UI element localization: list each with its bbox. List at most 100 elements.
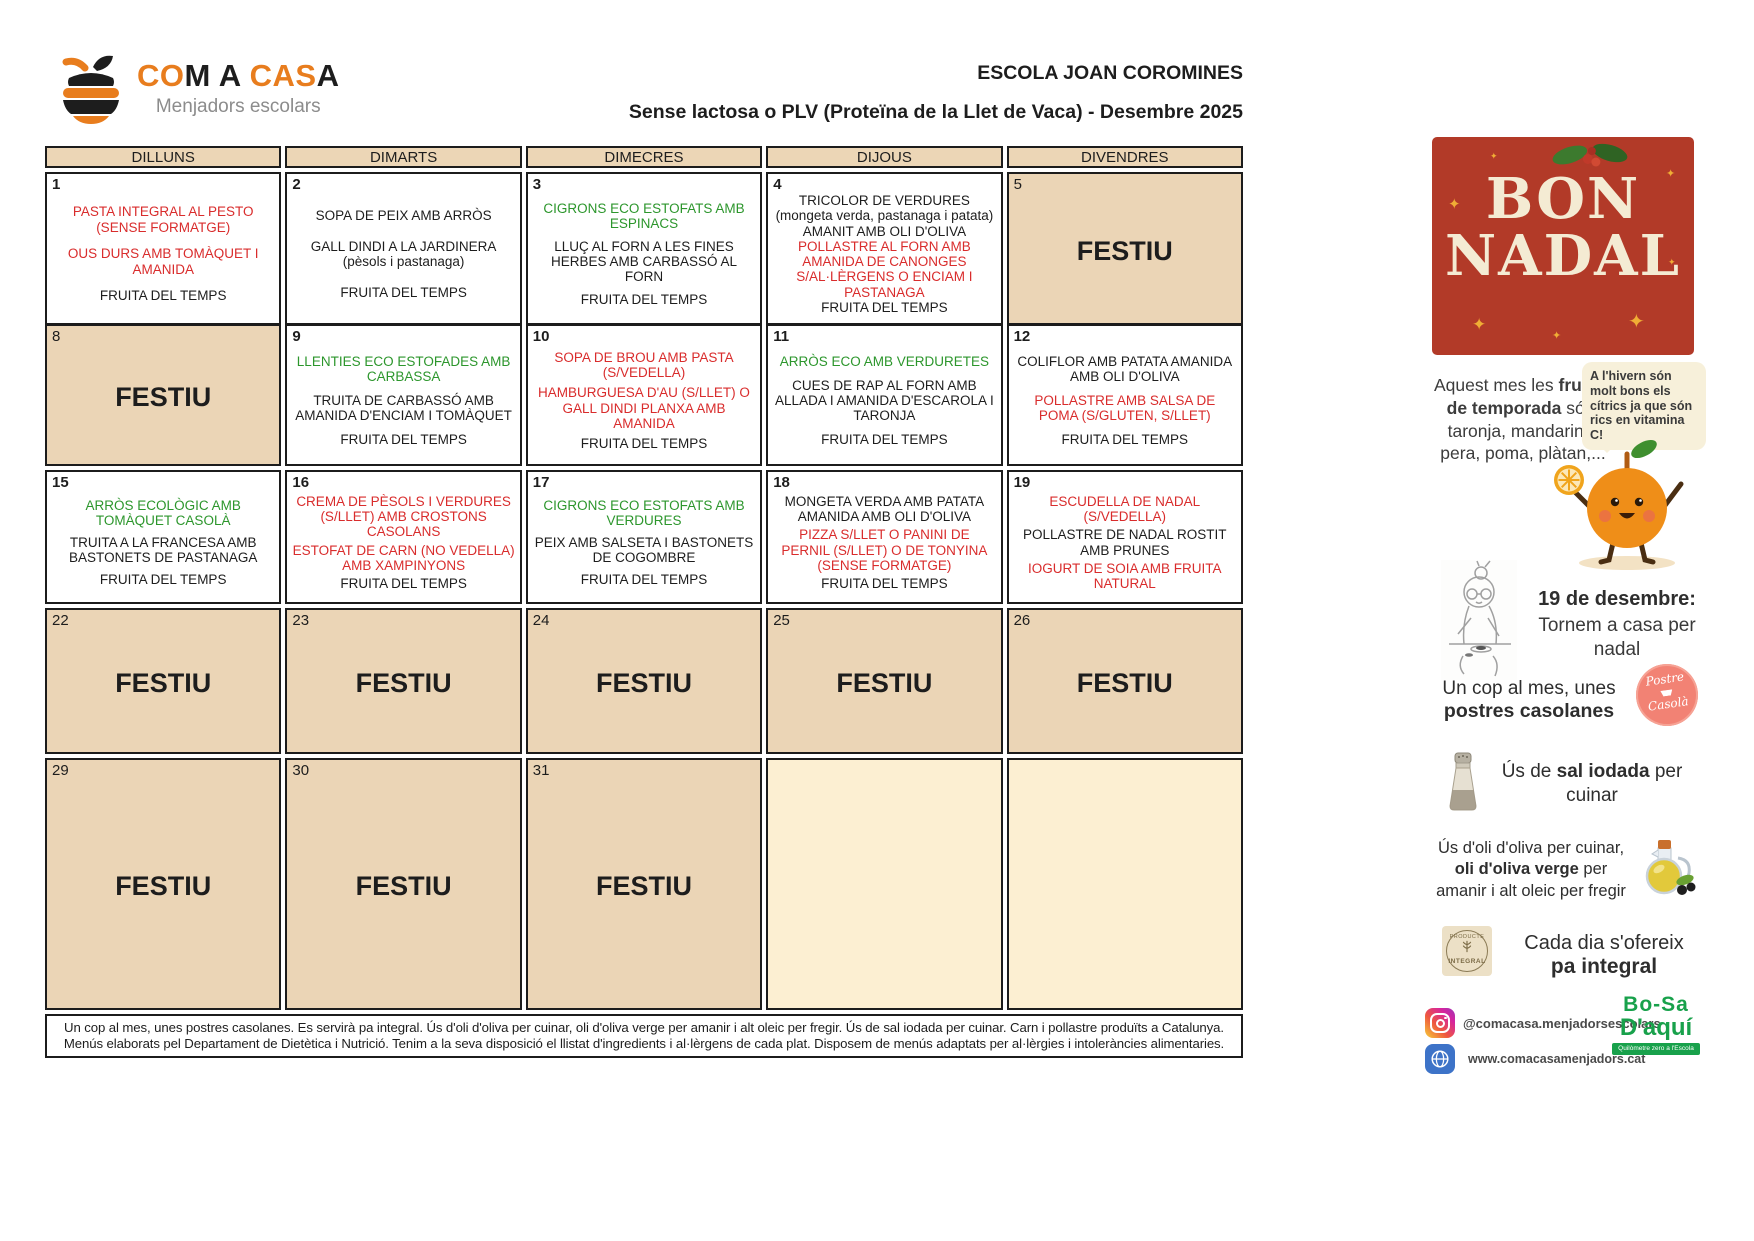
wholegrain-bread-note: Cada dia s'ofereix pa integral [1506, 932, 1702, 979]
website-globe-icon[interactable] [1425, 1044, 1455, 1074]
menu-cell: 1 PASTA INTEGRAL AL PESTO (SENSE FORMATGE… [45, 172, 282, 325]
holiday-cell: 22 FESTIU [45, 608, 282, 754]
footer-note: Un cop al mes, unes postres casolanes. E… [45, 1014, 1243, 1059]
day-number: 19 [1013, 474, 1031, 491]
holiday-cell: 25 FESTIU [766, 608, 1003, 754]
dec19-text: Tornem a casa per nadal [1538, 615, 1696, 660]
day-number: 24 [532, 612, 550, 629]
empty-cell [1006, 758, 1243, 1010]
calendar-week-row: 1 PASTA INTEGRAL AL PESTO (SENSE FORMATGE… [45, 172, 1243, 325]
holiday-cell: 31 FESTIU [525, 758, 763, 1010]
brand-text: Bo-Sa [1623, 993, 1689, 1016]
oil-text-pre: Ús d'oli d'oliva per cuinar, [1437, 839, 1625, 857]
holiday-label: FESTIU [1076, 668, 1173, 698]
menu-cell: 16 CREMA DE PÈSOLS I VERDURES (S/LLET) AM… [285, 470, 522, 604]
day-number: 29 [52, 762, 69, 779]
badge-text: PRODUCTE [1449, 934, 1485, 940]
holiday-cell: 30 FESTIU [285, 758, 522, 1010]
logo-letter-group: A [316, 58, 340, 93]
fruits-text-pre: Aquest mes les [1434, 375, 1559, 395]
menu-item: CREMA DE PÈSOLS I VERDURES (S/LLET) AMB … [296, 493, 511, 540]
menu-item: FRUITA DEL TEMPS [580, 572, 708, 588]
menu-item: COLIFLOR AMB PATATA AMANIDA AMB OLI D'OL… [1017, 353, 1233, 384]
logo-letter-group: M A [184, 58, 250, 93]
calendar-week-row: 29 FESTIU 30 FESTIU 31 FESTIU [45, 758, 1243, 1010]
menu-item: FRUITA DEL TEMPS [340, 432, 467, 448]
grandma-sketch [1441, 560, 1517, 680]
day-number: 10 [532, 328, 550, 345]
day-number: 17 [532, 474, 550, 491]
salt-shaker-icon [1449, 752, 1477, 811]
holiday-label: FESTIU [1076, 235, 1173, 266]
oil-text-bold: oli d'oliva verge [1454, 860, 1579, 879]
menu-item: GALL DINDI A LA JARDINERA (pèsols i past… [310, 238, 497, 269]
menu-cell: 10 SOPA DE BROU AMB PASTA (S/VEDELLA) HAMB… [525, 324, 763, 466]
brand-text: D'aquí [1619, 1014, 1693, 1041]
menu-item: MONGETA VERDA AMB PATATA AMANIDA AMB OLI… [784, 493, 985, 525]
menu-item: ESCUDELLA DE NADAL (S/VEDELLA) [1049, 493, 1201, 525]
oil-text-post: per amanir i alt oleic per fregir [1436, 860, 1626, 900]
weekday-header: DILLUNS [45, 146, 282, 168]
menu-item: HAMBURGUESA D'AU (S/LLET) O GALL DINDI P… [538, 385, 750, 431]
logo-subtitle: Menjadors escolars [155, 96, 321, 117]
holiday-label: FESTIU [355, 668, 452, 698]
calendar-weekday-row: DILLUNS DIMARTS DIMECRES DIJOUS DIVENDRES [45, 146, 1243, 168]
day-number: 31 [532, 762, 550, 779]
homemade-dessert-note: Un cop al mes, unes postres casolanes [1430, 678, 1628, 723]
weekday-header: DIJOUS [766, 146, 1003, 168]
apple-logo-icon [62, 55, 119, 124]
day-number: 25 [773, 612, 790, 629]
orange-mascot-icon [1554, 439, 1684, 570]
banner-text-line1: BON [1485, 166, 1641, 232]
logo-letter-group: CAS [249, 58, 317, 93]
fruits-text-post: són: taronja, mandarina, pera, poma, plà… [1440, 397, 1606, 464]
sparkle-icon: ✦ [1666, 168, 1676, 180]
weekday-header: DIVENDRES [1006, 146, 1243, 168]
sparkle-icon: ✦ [1628, 311, 1645, 333]
day-number: 3 [532, 176, 542, 193]
dec19-date: 19 de desembre: [1538, 588, 1696, 610]
menu-cell: 17 CIGRONS ECO ESTOFATS AMB VERDURES PEIX … [525, 470, 763, 604]
holiday-label: FESTIU [115, 668, 212, 698]
menu-item: FRUITA DEL TEMPS [580, 292, 708, 308]
holiday-cell: 23 FESTIU [285, 608, 522, 754]
menu-item: FRUITA DEL TEMPS [340, 284, 467, 300]
olive-oil-note: Ús d'oli d'oliva per cuinar, oli d'oliva… [1428, 838, 1634, 902]
menu-cell: 4 TRICOLOR DE VERDURES (mongeta verda, pa… [766, 172, 1003, 325]
day-number: 12 [1013, 328, 1031, 345]
menu-item: SOPA DE PEIX AMB ARRÒS [315, 208, 492, 224]
holiday-cell: 8 FESTIU [45, 324, 282, 466]
sparkle-icon: ✦ [1490, 151, 1498, 161]
day-number: 5 [1013, 176, 1022, 193]
brand-tagline: Quilòmetre zero a l'Escola [1612, 1043, 1700, 1056]
day-number: 23 [292, 612, 310, 629]
holiday-label: FESTIU [836, 668, 933, 698]
day-number: 26 [1013, 612, 1031, 629]
speech-bubble: A l'hivern són molt bons els cítrics ja … [1582, 362, 1706, 453]
website-url[interactable]: www.comacasamenjadors.cat [1468, 1052, 1646, 1066]
day-number: 2 [292, 176, 301, 193]
menu-item: ARRÒS ECOLÒGIC AMB TOMÀQUET CASOLÀ [85, 497, 241, 528]
postres-text-line1: Un cop al mes, unes [1442, 678, 1616, 699]
menu-item: CIGRONS ECO ESTOFATS AMB VERDURES [543, 497, 745, 528]
holiday-cell: 24 FESTIU [525, 608, 763, 754]
menu-cell: 19 ESCUDELLA DE NADAL (S/VEDELLA) POLLASTR… [1006, 470, 1243, 604]
menu-cell: 18 MONGETA VERDA AMB PATATA AMANIDA AMB O… [766, 470, 1003, 604]
menu-item: POLLASTRE AMB SALSA DE POMA (S/GLUTEN, S… [1034, 392, 1216, 424]
badge-text: Postre [1644, 669, 1685, 689]
menu-item: ESTOFAT DE CARN (NO VEDELLA) AMB XAMPINY… [292, 542, 515, 573]
bread-text-line2: pa integral [1550, 955, 1658, 978]
instagram-handle[interactable]: @comacasa.menjadorsescolars [1463, 1016, 1661, 1031]
calendar-week-row: 8 FESTIU 9 LLENTIES ECO ESTOFADES AMB CARBA… [45, 324, 1243, 466]
holiday-cell: 26 FESTIU [1006, 608, 1243, 754]
sparkle-icon: ✦ [1552, 330, 1562, 342]
holiday-label: FESTIU [115, 871, 212, 901]
menu-item: PASTA INTEGRAL AL PESTO (SENSE FORMATGE) [72, 204, 254, 235]
calendar-week-row: 15 ARRÒS ECOLÒGIC AMB TOMÀQUET CASOLÀ TRUI… [45, 470, 1243, 604]
menu-item: POLLASTRE AL FORN AMB AMANIDA DE CANONGE… [796, 238, 973, 300]
day-number: 30 [292, 762, 310, 779]
salt-text-bold: sal iodada [1556, 761, 1650, 782]
homemade-dessert-badge: Postre Casolà [1631, 659, 1703, 731]
instagram-icon[interactable] [1425, 1008, 1455, 1038]
